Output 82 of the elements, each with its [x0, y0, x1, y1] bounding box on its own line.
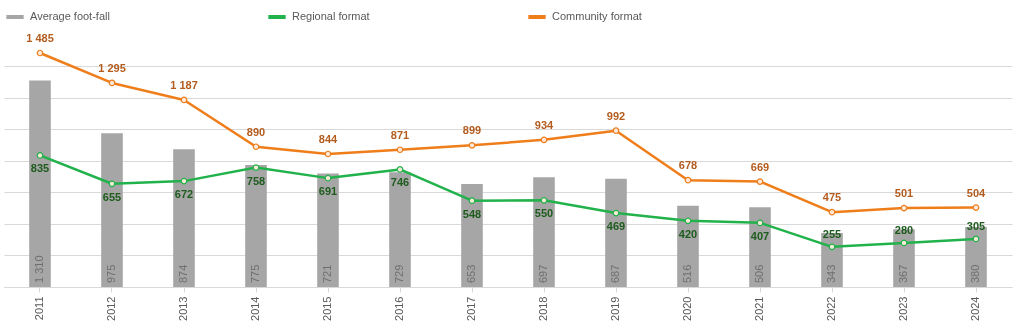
bar [317, 173, 339, 287]
data-label: 1 485 [26, 32, 54, 44]
data-label: 305 [966, 219, 986, 232]
x-tick-label: 2012 [105, 296, 117, 321]
x-tick-label: 2018 [537, 296, 549, 321]
data-label: 835 [30, 162, 50, 175]
point [684, 217, 692, 225]
data-label: 899 [462, 124, 482, 137]
data-label: 280 [894, 223, 914, 236]
x-tick-label: 2016 [393, 296, 405, 321]
data-label: 746 [390, 176, 410, 189]
point [828, 208, 836, 216]
x-tick-label: 2014 [249, 296, 261, 321]
x-tick-label: 2024 [969, 296, 981, 321]
bar [533, 177, 555, 287]
bar [101, 133, 123, 287]
x-tick-label: 2019 [609, 296, 621, 321]
point [972, 204, 980, 211]
point [900, 239, 908, 247]
legend-label: Average foot-fall [30, 10, 110, 22]
data-label: 548 [462, 207, 482, 220]
data-label: 469 [606, 220, 626, 233]
point [108, 180, 116, 188]
point [324, 150, 332, 158]
bar [173, 149, 195, 287]
point [468, 197, 476, 204]
data-label: 1 187 [170, 78, 198, 91]
point [252, 143, 260, 151]
data-label: 501 [894, 187, 914, 200]
legend-label: Regional format [292, 10, 370, 22]
data-label: 655 [102, 190, 122, 203]
x-tick-label: 2022 [825, 296, 837, 321]
data-label: 691 [318, 185, 338, 198]
point [252, 164, 260, 171]
x-tick-label: 2015 [321, 296, 333, 321]
bar [245, 164, 267, 287]
point [36, 49, 44, 57]
data-label: 475 [822, 191, 842, 204]
x-tick-label: 2020 [681, 296, 693, 321]
x-tick-label: 2011 [33, 296, 45, 321]
bar [29, 80, 51, 287]
x-tick-label: 2021 [753, 296, 765, 321]
point [972, 235, 980, 243]
data-label: 992 [606, 109, 626, 122]
x-tick-label: 2013 [177, 296, 189, 321]
point [468, 142, 476, 149]
data-label: 407 [750, 229, 770, 242]
data-label: 669 [750, 160, 770, 173]
point [828, 243, 836, 251]
point [36, 152, 44, 159]
data-label: 672 [174, 188, 194, 201]
bar [461, 184, 483, 287]
point [324, 174, 332, 182]
point [396, 146, 404, 154]
point [180, 177, 188, 185]
x-tick-label: 2017 [465, 296, 477, 321]
data-label: 871 [390, 128, 410, 141]
point [684, 176, 692, 184]
data-label: 1 295 [98, 61, 126, 74]
point [540, 136, 548, 144]
bar [389, 172, 411, 287]
bar [677, 205, 699, 287]
point [900, 204, 908, 212]
point [108, 79, 116, 87]
point [396, 166, 404, 173]
x-tick-label: 2023 [897, 296, 909, 321]
data-label: 758 [246, 174, 266, 187]
point [756, 178, 764, 185]
data-label: 678 [678, 159, 698, 172]
legend-label: Community format [552, 10, 642, 22]
data-label: 934 [534, 118, 555, 131]
point [756, 219, 764, 227]
data-label: 550 [534, 207, 554, 220]
point [612, 127, 620, 135]
data-label: 844 [318, 133, 339, 146]
point [612, 209, 620, 217]
point [180, 96, 188, 104]
bar [605, 178, 627, 287]
data-label: 420 [678, 227, 698, 240]
point [540, 197, 548, 204]
data-label: 504 [966, 186, 987, 199]
data-label: 890 [246, 125, 266, 138]
